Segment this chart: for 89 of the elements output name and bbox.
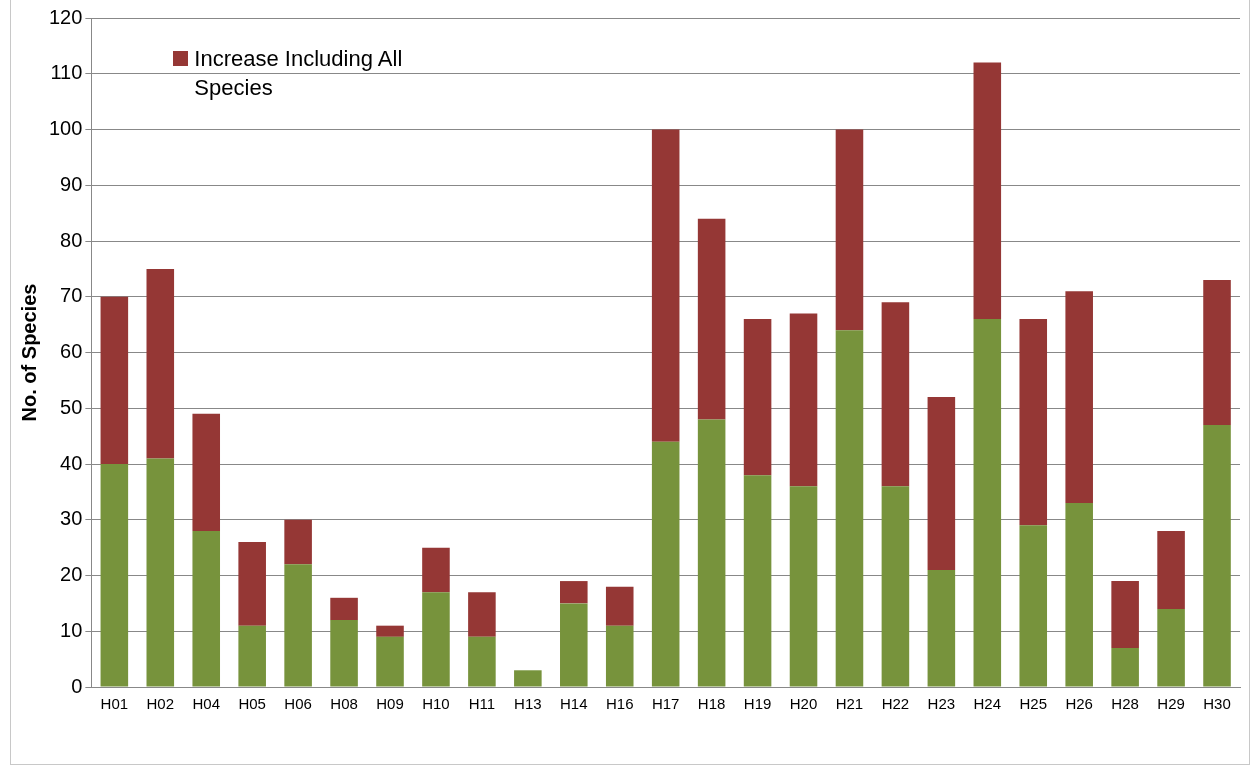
x-tick-label: H05 <box>238 695 266 713</box>
y-tick-label: 0 <box>71 674 83 697</box>
x-tick-label: H25 <box>1019 695 1048 713</box>
x-tick-label: H21 <box>835 695 864 713</box>
bar <box>835 330 864 687</box>
bar <box>697 218 726 420</box>
x-tick-label: H10 <box>422 695 450 713</box>
bar <box>100 464 129 687</box>
x-tick-label: H18 <box>697 695 726 713</box>
x-tick-label: H26 <box>1065 695 1093 713</box>
bar <box>1019 525 1048 687</box>
bar <box>146 458 175 687</box>
bar <box>651 441 680 687</box>
bar <box>560 603 588 687</box>
bar <box>330 620 358 687</box>
bar <box>146 268 175 459</box>
bar <box>1065 503 1093 687</box>
bar <box>376 625 404 637</box>
y-axis-title: No. of Species <box>17 283 40 422</box>
bar <box>743 319 772 476</box>
y-tick-label: 20 <box>60 563 83 586</box>
bar <box>238 625 266 687</box>
bar <box>605 625 634 687</box>
bar <box>514 670 542 687</box>
x-tick-label: H11 <box>468 695 496 713</box>
bar <box>422 547 450 593</box>
bar <box>605 586 634 626</box>
x-tick-label: H04 <box>192 695 220 713</box>
bar <box>789 313 818 487</box>
y-tick-label: 100 <box>48 117 83 140</box>
bar <box>376 636 404 687</box>
bar <box>697 419 726 687</box>
x-tick-label: H29 <box>1157 695 1185 713</box>
bar <box>1157 608 1185 687</box>
x-tick-label: H30 <box>1203 695 1231 713</box>
bar <box>743 475 772 687</box>
x-tick-label: H09 <box>376 695 404 713</box>
bar <box>192 530 221 687</box>
bar <box>560 581 588 604</box>
x-tick-label: H01 <box>100 695 129 713</box>
x-tick-label: H20 <box>789 695 818 713</box>
bar <box>330 597 358 621</box>
y-tick-label: 40 <box>60 451 83 474</box>
bar <box>422 592 450 687</box>
bar <box>238 542 266 626</box>
bar <box>1157 530 1185 609</box>
y-tick-label: 120 <box>48 5 83 28</box>
bar <box>1019 319 1048 526</box>
x-tick-label: H17 <box>651 695 680 713</box>
bar <box>789 486 818 687</box>
bar <box>1203 424 1231 687</box>
bar <box>881 302 910 487</box>
legend-label: Increase Including All Species <box>194 45 404 102</box>
y-tick-label: 110 <box>50 61 83 84</box>
bar <box>468 592 496 637</box>
bar <box>927 569 956 687</box>
x-tick-label: H14 <box>560 695 588 713</box>
x-tick-label: H06 <box>284 695 312 713</box>
y-tick-label: 60 <box>60 340 83 363</box>
x-tick-label: H08 <box>330 695 358 713</box>
x-tick-label: H28 <box>1111 695 1139 713</box>
x-tick-label: H13 <box>514 695 542 713</box>
x-tick-label: H02 <box>146 695 175 713</box>
y-tick-label: 30 <box>60 507 83 530</box>
y-tick-label: 90 <box>60 172 83 195</box>
y-tick-label: 10 <box>60 618 83 641</box>
x-tick-label: H22 <box>881 695 910 713</box>
bar <box>1111 647 1139 687</box>
bar <box>1111 581 1139 648</box>
bar <box>651 129 680 442</box>
bar <box>881 486 910 687</box>
x-tick-label: H24 <box>973 695 1002 713</box>
x-tick-label: H16 <box>605 695 634 713</box>
bar <box>973 62 1002 320</box>
bar <box>927 397 956 570</box>
bar <box>1203 280 1231 425</box>
bar <box>192 413 221 531</box>
bar <box>284 564 312 687</box>
bar <box>1065 291 1093 504</box>
bar <box>468 636 496 687</box>
bar <box>835 129 864 331</box>
bar <box>973 319 1002 687</box>
x-tick-label: H23 <box>927 695 956 713</box>
y-tick-label: 70 <box>60 284 83 307</box>
y-tick-label: 80 <box>60 228 83 251</box>
bar <box>100 296 129 464</box>
x-tick-label: H19 <box>743 695 772 713</box>
y-tick-label: 50 <box>60 395 83 418</box>
bar <box>284 519 312 565</box>
